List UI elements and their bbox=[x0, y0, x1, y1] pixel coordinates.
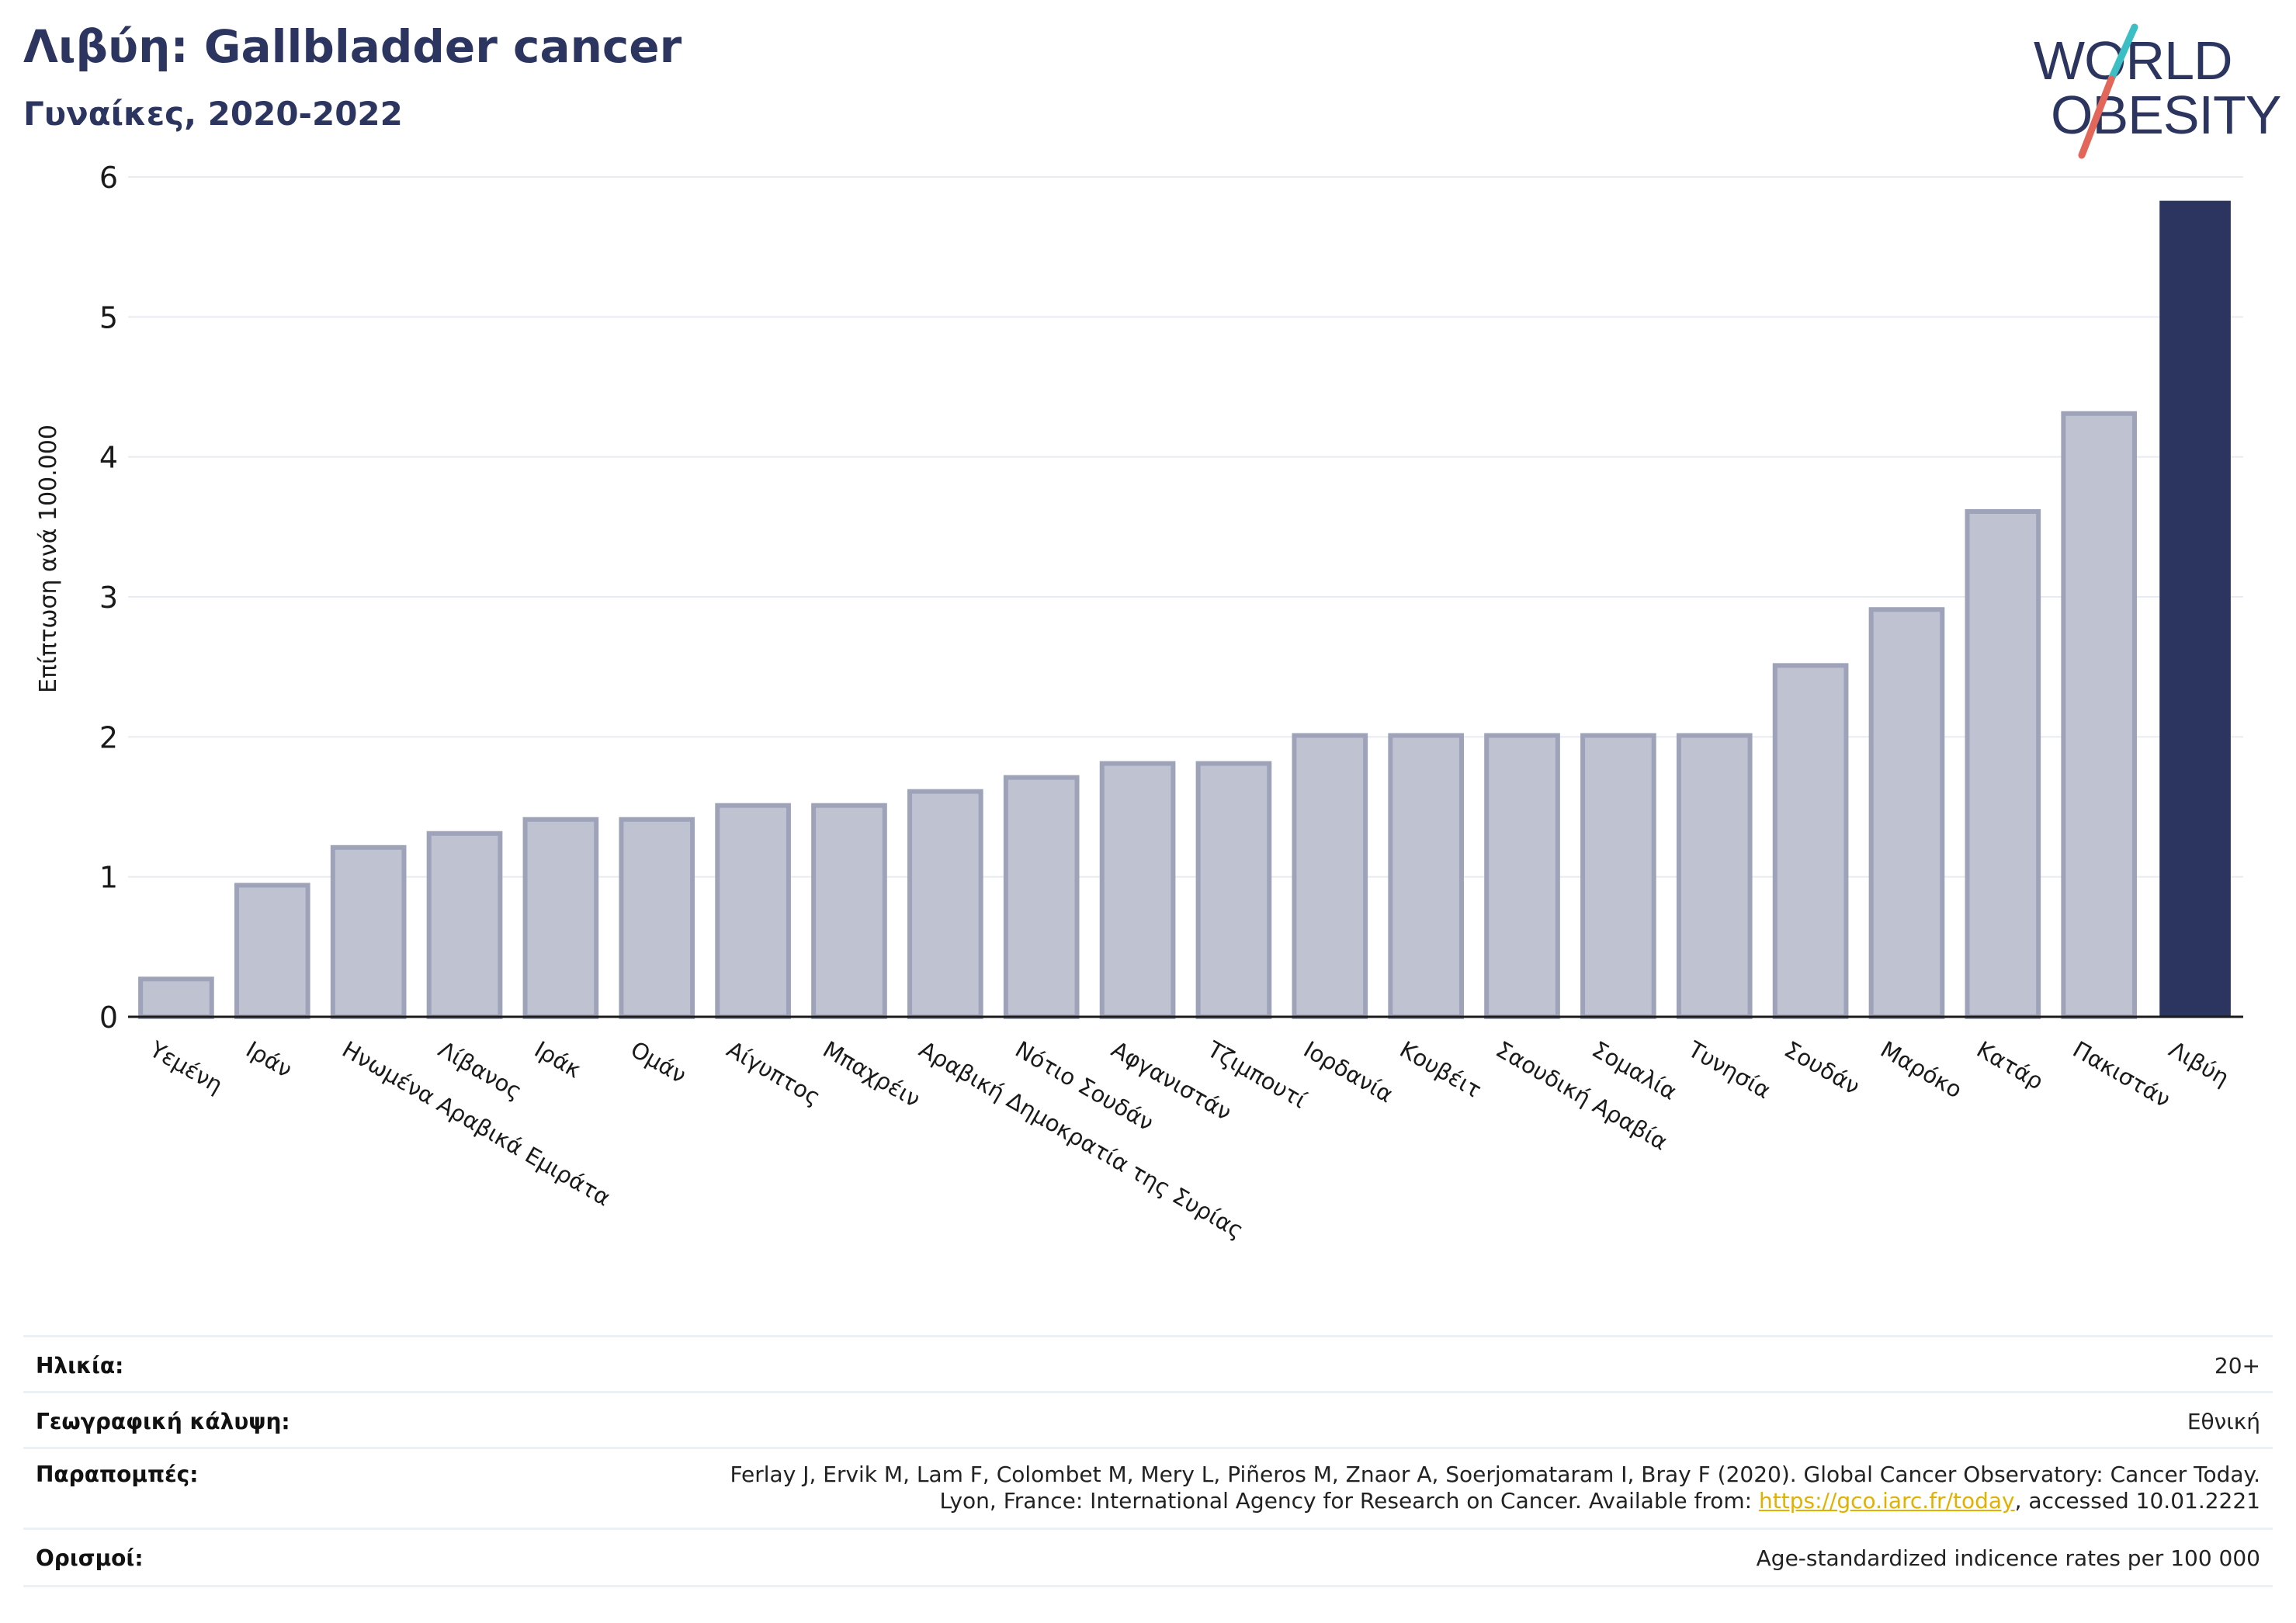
y-tick-label: 4 bbox=[99, 441, 118, 475]
x-tick-label: Κατάρ bbox=[1972, 1036, 2048, 1095]
bar bbox=[1772, 663, 1849, 1019]
definitions-value: Age-standardized indicence rates per 100… bbox=[1756, 1545, 2260, 1571]
x-tick-label: Λιβύη bbox=[2165, 1036, 2234, 1091]
references-link[interactable]: https://gco.iarc.fr/today bbox=[1759, 1488, 2015, 1514]
references-line1: Ferlay J, Ervik M, Lam F, Colombet M, Me… bbox=[730, 1462, 2260, 1487]
bar bbox=[1484, 733, 1560, 1020]
coverage-label: Γεωγραφική κάλυψη: bbox=[36, 1409, 290, 1434]
x-tick-labels: Υεμένη Ιράν Ηνωμένα Αραβικά ΕμιράταΛίβανος… bbox=[145, 1035, 2234, 1243]
coverage-value: Εθνική bbox=[2187, 1409, 2260, 1434]
logo-slash-top bbox=[2107, 23, 2138, 83]
bar bbox=[1580, 733, 1656, 1020]
references-label: Παραπομπές: bbox=[36, 1462, 199, 1487]
x-tick-label: Μπαχρέιν bbox=[818, 1036, 924, 1113]
definitions-label: Ορισμοί: bbox=[36, 1545, 144, 1571]
y-axis-label: Επίπτωση ανά 100.000 bbox=[35, 425, 62, 693]
bars bbox=[128, 200, 2243, 1020]
x-tick-label: Ιράν bbox=[241, 1036, 297, 1084]
x-tick-label: Σουδάν bbox=[1780, 1036, 1864, 1100]
bar bbox=[1195, 761, 1272, 1019]
references-value: Ferlay J, Ervik M, Lam F, Colombet M, Me… bbox=[730, 1462, 2260, 1514]
bar bbox=[1292, 733, 1368, 1020]
bar bbox=[811, 803, 887, 1019]
bar bbox=[1676, 733, 1753, 1020]
x-tick-label: Υεμένη bbox=[145, 1035, 227, 1098]
bar bbox=[2061, 411, 2138, 1019]
bar bbox=[1868, 607, 1945, 1019]
references-accessed: , accessed 10.01.2221 bbox=[2014, 1488, 2260, 1514]
age-value: 20+ bbox=[2214, 1353, 2260, 1379]
info-row-definitions: Ορισμοί: Age-standardized indicence rate… bbox=[23, 1530, 2273, 1587]
bar bbox=[330, 844, 407, 1019]
info-row-age: Ηλικία: 20+ bbox=[23, 1337, 2273, 1393]
chart-title: Λιβύη: Gallbladder cancer bbox=[23, 20, 682, 73]
x-tick-label: Αραβική Δημοκρατία της Συρίας bbox=[914, 1036, 1248, 1244]
bar bbox=[715, 803, 791, 1019]
references-line2: Lyon, France: International Agency for R… bbox=[939, 1488, 1759, 1514]
bar bbox=[522, 817, 599, 1019]
y-tick-label: 6 bbox=[99, 161, 118, 195]
x-tick-label: Ομάν bbox=[626, 1036, 691, 1089]
x-tick-label: Μαρόκο bbox=[1876, 1036, 1967, 1104]
world-obesity-logo: WORLD OBESITY bbox=[2034, 23, 2282, 159]
x-tick-label: Τυνησία bbox=[1683, 1035, 1775, 1104]
bar bbox=[426, 831, 503, 1019]
bar-highlight bbox=[2159, 200, 2231, 1017]
bar bbox=[138, 976, 214, 1020]
y-tick-label: 1 bbox=[99, 861, 118, 895]
logo-word-world: WORLD bbox=[2034, 30, 2232, 91]
age-label: Ηλικία: bbox=[36, 1353, 124, 1379]
x-tick-label: Ιορδανία bbox=[1299, 1036, 1398, 1108]
x-tick-label: Πακιστάν bbox=[2069, 1036, 2175, 1113]
info-row-coverage: Γεωγραφική κάλυψη: Εθνική bbox=[23, 1393, 2273, 1449]
bar bbox=[1003, 775, 1080, 1019]
bar bbox=[234, 883, 310, 1020]
y-tick-label: 5 bbox=[99, 300, 118, 335]
y-tick-label: 2 bbox=[99, 720, 118, 754]
bar bbox=[619, 817, 695, 1019]
bar bbox=[1388, 733, 1464, 1020]
y-tick-label: 0 bbox=[99, 1001, 118, 1035]
logo-slash-bottom bbox=[2078, 75, 2115, 159]
x-tick-label: Κουβέιτ bbox=[1396, 1036, 1486, 1104]
info-table: Ηλικία: 20+ Γεωγραφική κάλυψη: Εθνική Πα… bbox=[23, 1335, 2273, 1587]
bar bbox=[1965, 508, 2041, 1019]
y-tick-labels: 0 1 2 3 4 5 6 bbox=[99, 161, 118, 1035]
info-row-references: Παραπομπές: Ferlay J, Ervik M, Lam F, Co… bbox=[23, 1449, 2273, 1530]
bar bbox=[907, 789, 983, 1019]
x-tick-label: Ιράκ bbox=[530, 1036, 586, 1084]
y-tick-label: 3 bbox=[99, 581, 118, 615]
x-tick-label: Αίγυπτος bbox=[723, 1036, 825, 1111]
chart-subtitle: Γυναίκες, 2020-2022 bbox=[23, 95, 403, 133]
x-tick-label: Σαουδική Αραβία bbox=[1492, 1036, 1673, 1156]
bar bbox=[1099, 761, 1176, 1019]
